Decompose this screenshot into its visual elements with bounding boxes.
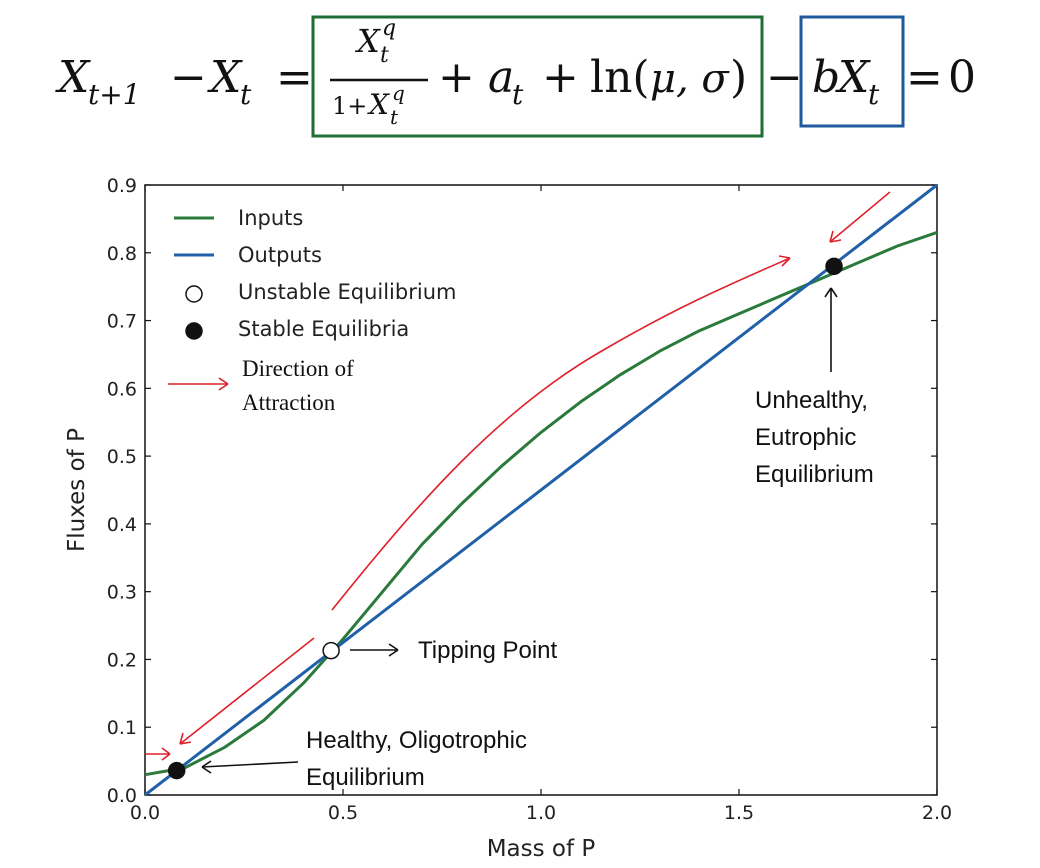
legend-marker bbox=[185, 285, 203, 303]
legend-marker bbox=[185, 322, 203, 340]
healthy-label-line1: Healthy, Oligotrophic bbox=[306, 727, 527, 754]
arrowhead-lower bbox=[179, 732, 192, 745]
y-tick-label: 0.1 bbox=[107, 717, 137, 739]
y-tick-label: 0.2 bbox=[107, 649, 137, 671]
attraction-arrow-upper bbox=[331, 257, 791, 611]
eq-mu-sigma: μ, σ bbox=[650, 56, 730, 102]
tipping-arrowhead bbox=[388, 643, 399, 657]
unhealthy-arrowhead bbox=[824, 287, 838, 298]
legend-label: Outputs bbox=[238, 243, 322, 267]
eq-x-t1: X bbox=[55, 52, 91, 103]
eq-zero: 0 bbox=[948, 52, 976, 103]
y-tick-label: 0.0 bbox=[107, 785, 137, 807]
y-tick-label: 0.3 bbox=[107, 582, 137, 604]
eq-close-paren: ) bbox=[730, 52, 747, 103]
legend-direction-arrowhead bbox=[218, 377, 229, 391]
arrowhead-top bbox=[829, 230, 842, 243]
equation: X t+1 − X t = X t q 1+ X t q + a t + ln(… bbox=[55, 15, 976, 138]
y-tick-label: 0.8 bbox=[107, 243, 137, 265]
y-axis-label: Fluxes of P bbox=[64, 428, 90, 552]
x-tick-label: 2.0 bbox=[922, 802, 952, 824]
eq-plus-2: + bbox=[542, 52, 579, 103]
direction-label-line1: Direction of bbox=[242, 356, 354, 381]
eq-minus-1: − bbox=[170, 52, 207, 103]
x-tick-label: 0.0 bbox=[130, 802, 160, 824]
eq-a: a bbox=[488, 52, 514, 103]
eq-frac-den-x: X bbox=[367, 88, 390, 121]
eq-bx: X bbox=[835, 52, 871, 103]
eq-equals-1: = bbox=[276, 52, 313, 103]
eq-x-t: X bbox=[207, 52, 243, 103]
unstable-equilibrium-point bbox=[322, 641, 340, 660]
eq-plus-1: + bbox=[438, 52, 475, 103]
unhealthy-label-line3: Equilibrium bbox=[755, 461, 874, 488]
tipping-point-label: Tipping Point bbox=[418, 637, 558, 664]
equilibrium-points bbox=[167, 257, 843, 780]
y-tick-label: 0.9 bbox=[107, 175, 137, 197]
unhealthy-label-line2: Eutrophic bbox=[755, 424, 856, 451]
eq-frac-den-sub: t bbox=[390, 105, 399, 129]
eq-frac-den-one: 1+ bbox=[332, 92, 367, 120]
series-outputs bbox=[144, 183, 938, 797]
eq-frac-num-sup: q bbox=[382, 16, 396, 41]
axis-ticks: 0.0 0.5 1.0 1.5 2.0 0.0 0.1 0.2 0.3 0.4 0.5 0.6 0.7 0… bbox=[107, 175, 952, 824]
eq-frac-num-x: X bbox=[354, 22, 381, 60]
eq-sub-t: t bbox=[240, 78, 252, 111]
y-tick-label: 0.7 bbox=[107, 311, 137, 333]
x-tick-label: 0.5 bbox=[328, 802, 358, 824]
direction-arrows bbox=[145, 191, 891, 761]
y-tick-label: 0.5 bbox=[107, 446, 137, 468]
eq-ln: ln( bbox=[590, 52, 650, 103]
outputs-box bbox=[799, 15, 905, 128]
stable-equilibrium-point bbox=[167, 761, 186, 780]
direction-label-line2: Attraction bbox=[242, 390, 336, 415]
eq-equals-2: = bbox=[906, 52, 943, 103]
y-tick-label: 0.6 bbox=[107, 378, 137, 400]
attraction-arrow-top bbox=[829, 191, 891, 243]
unhealthy-label-line1: Unhealthy, bbox=[755, 387, 868, 414]
eq-a-sub: t bbox=[512, 78, 524, 111]
arrowhead-upper bbox=[778, 255, 791, 267]
inputs-box bbox=[311, 15, 764, 138]
annotation-arrows bbox=[201, 287, 838, 774]
y-tick-label: 0.4 bbox=[107, 514, 137, 536]
eq-frac-den-sup: q bbox=[392, 81, 405, 105]
healthy-arrowhead bbox=[201, 760, 212, 774]
attraction-arrow-lower bbox=[179, 637, 315, 745]
x-tick-label: 1.5 bbox=[724, 802, 754, 824]
eq-sub-t1: t+1 bbox=[88, 78, 141, 111]
x-tick-label: 1.0 bbox=[526, 802, 556, 824]
legend-label: Unstable Equilibrium bbox=[238, 280, 456, 304]
eq-b: b bbox=[812, 52, 840, 103]
legend-label: Stable Equilibria bbox=[238, 317, 409, 341]
legend-label: Inputs bbox=[238, 206, 303, 230]
healthy-label-line2: Equilibrium bbox=[306, 764, 425, 791]
eq-frac-num-sub: t bbox=[380, 43, 389, 68]
x-axis-label: Mass of P bbox=[487, 836, 596, 862]
arrowhead-left bbox=[161, 747, 171, 761]
eq-bx-sub: t bbox=[868, 78, 880, 111]
eq-minus-2: − bbox=[766, 52, 803, 103]
series-lines bbox=[144, 183, 938, 797]
stable-equilibrium-point bbox=[825, 257, 843, 276]
legend: Inputs Outputs Unstable Equilibrium Stable … bbox=[174, 206, 456, 341]
healthy-arrow bbox=[201, 761, 299, 768]
series-inputs bbox=[144, 230, 938, 777]
